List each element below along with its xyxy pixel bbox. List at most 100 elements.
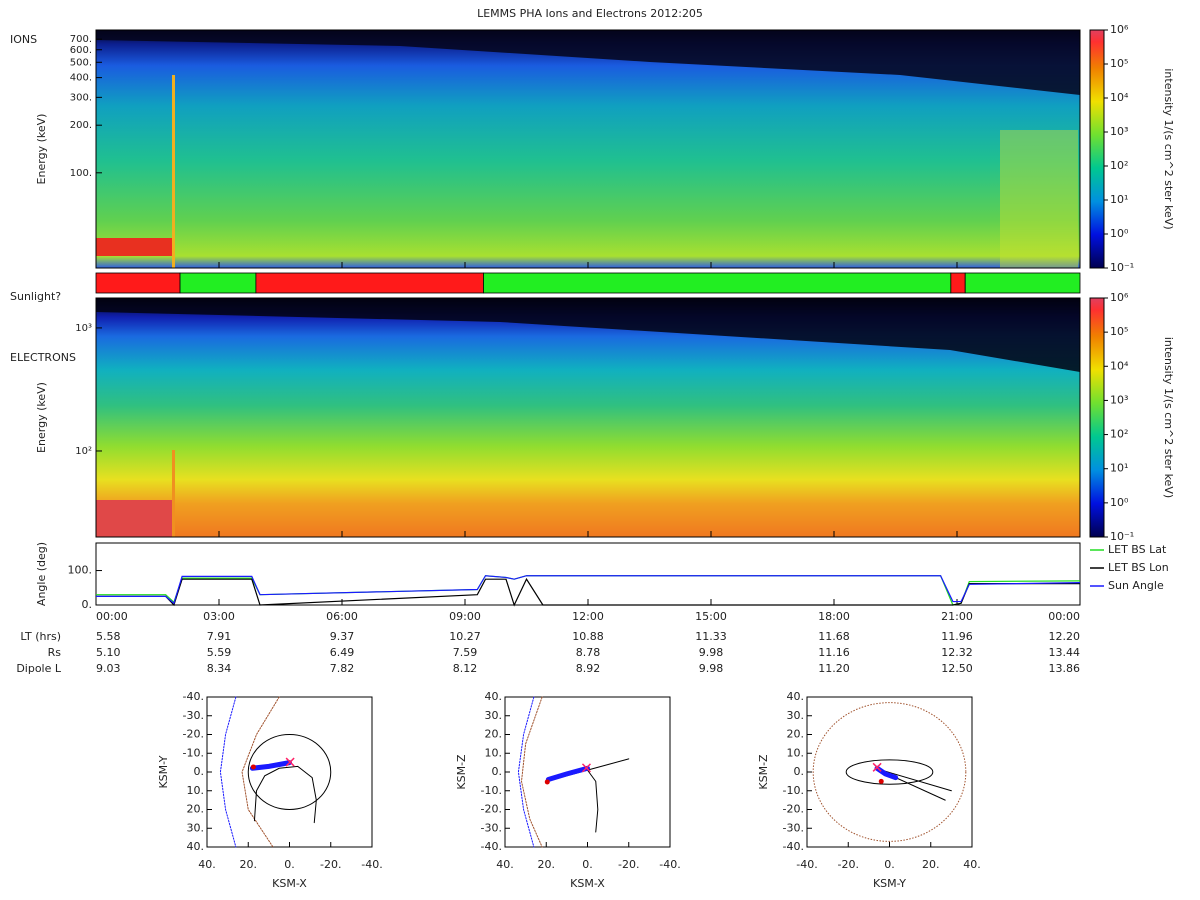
orbit-point: [581, 763, 591, 773]
row-label: LT (hrs): [20, 630, 61, 643]
colorbar-tick-label: 10⁶: [1110, 23, 1129, 36]
legend-label: LET BS Lon: [1108, 561, 1169, 574]
orbit-frame: [504, 696, 671, 848]
timeline-label: Sunlight?: [10, 290, 61, 303]
colorbar-tick-label: 10⁶: [1110, 291, 1129, 304]
y-tick-label: 30.: [787, 709, 805, 722]
x-tick-label: 20.: [240, 858, 258, 871]
y-tick-label: 20.: [787, 728, 805, 741]
orbit-curve: [241, 696, 280, 848]
x-tick-label: 40.: [198, 858, 216, 871]
y-tick-label: -30.: [183, 709, 204, 722]
row-value: 11.96: [941, 630, 973, 643]
panel-label: ELECTRONS: [10, 351, 76, 364]
y-tick-label: 100.: [68, 564, 93, 577]
row-value: 11.33: [695, 630, 727, 643]
orbit-curve: [517, 696, 535, 848]
y-tick-label: -40.: [481, 840, 502, 853]
orbit-ellipse: [845, 759, 934, 785]
y-tick-label: 0.: [82, 598, 93, 611]
panel-frame: [95, 297, 1081, 538]
y-tick-label: 30.: [187, 821, 205, 834]
row-value: 12.20: [1049, 630, 1081, 643]
orbit-point: [878, 778, 884, 784]
x-tick-label: -20.: [320, 858, 341, 871]
x-tick-label: 09:00: [449, 610, 481, 623]
colorbar-tick-label: 10⁵: [1110, 57, 1128, 70]
y-tick-label: 40.: [485, 690, 503, 703]
row-value: 11.68: [818, 630, 850, 643]
orbit-point: [544, 779, 550, 785]
orbit-point: [872, 762, 882, 772]
orbit-curve: [520, 696, 543, 848]
colorbar: [1089, 297, 1105, 538]
y-tick-label: -30.: [783, 821, 804, 834]
x-tick-label: 18:00: [818, 610, 850, 623]
row-value: 7.91: [207, 630, 232, 643]
colorbar-tick-label: 10⁰: [1110, 496, 1129, 509]
colorbar-tick-label: 10²: [1110, 159, 1128, 172]
row-value: 9.03: [96, 662, 121, 675]
y-tick-label: 600.: [70, 45, 92, 56]
y-tick-label: -10.: [783, 784, 804, 797]
row-value: 8.92: [576, 662, 601, 675]
row-value: 12.50: [941, 662, 973, 675]
colorbar-tick-label: 10⁻¹: [1110, 530, 1134, 543]
x-axis-label: KSM-X: [272, 877, 307, 890]
x-tick-label: 20.: [538, 858, 556, 871]
orbit-curve: [253, 765, 317, 824]
colorbar-tick-label: 10⁴: [1110, 359, 1129, 372]
y-tick-label: 10.: [485, 746, 503, 759]
panel-label: IONS: [10, 33, 37, 46]
y-tick-label: 30.: [485, 709, 503, 722]
x-tick-label: 0.: [284, 858, 295, 871]
colorbar-tick-label: 10³: [1110, 393, 1128, 406]
orbit-curve: [874, 767, 952, 792]
legend-label: Sun Angle: [1108, 579, 1164, 592]
row-value: 9.98: [699, 662, 724, 675]
y-tick-label: 10.: [787, 746, 805, 759]
x-tick-label: 00:00: [1048, 610, 1080, 623]
y-tick-label: -20.: [783, 803, 804, 816]
x-tick-label: 40.: [496, 858, 514, 871]
row-value: 5.58: [96, 630, 121, 643]
colorbar-tick-label: 10⁵: [1110, 325, 1128, 338]
y-tick-label: -40.: [783, 840, 804, 853]
legend-label: LET BS Lat: [1108, 543, 1167, 556]
colorbar-tick-label: 10¹: [1110, 462, 1128, 475]
y-axis-label: Angle (deg): [35, 542, 48, 606]
orbit-curve: [249, 760, 292, 771]
y-axis-label: KSM-Z: [455, 754, 468, 790]
x-tick-label: 0.: [884, 858, 895, 871]
row-value: 11.20: [818, 662, 850, 675]
x-tick-label: 0.: [582, 858, 593, 871]
x-tick-label: 21:00: [941, 610, 973, 623]
x-tick-label: 12:00: [572, 610, 604, 623]
ion-spectrogram-image: [96, 30, 1080, 268]
x-tick-label: -40.: [796, 858, 817, 871]
electron-spectrogram-image: [96, 298, 1080, 537]
row-value: 9.98: [699, 646, 724, 659]
y-tick-label: -20.: [481, 803, 502, 816]
panel-frame: [95, 542, 1081, 606]
y-tick-label: 0.: [492, 765, 503, 778]
y-axis-label: KSM-Y: [157, 755, 170, 788]
row-value: 8.34: [207, 662, 232, 675]
series-line: [96, 577, 1080, 607]
colorbar-label: intensity 1/(s cm^2 ster keV): [1162, 68, 1175, 229]
row-value: 6.49: [330, 646, 355, 659]
sunlight-segment: [255, 272, 484, 294]
row-value: 8.12: [453, 662, 478, 675]
colorbar-tick-label: 10¹: [1110, 193, 1128, 206]
colorbar-tick-label: 10³: [1110, 125, 1128, 138]
x-tick-label: -20.: [838, 858, 859, 871]
row-value: 5.10: [96, 646, 121, 659]
panel-frame: [95, 29, 1081, 269]
colorbar: [1089, 29, 1105, 269]
colorbar-tick-label: 10⁻¹: [1110, 261, 1134, 274]
x-axis-label: KSM-Y: [873, 877, 906, 890]
y-tick-label: 10.: [187, 784, 205, 797]
y-axis-label: Energy (keV): [35, 114, 48, 185]
y-tick-label: -30.: [481, 821, 502, 834]
